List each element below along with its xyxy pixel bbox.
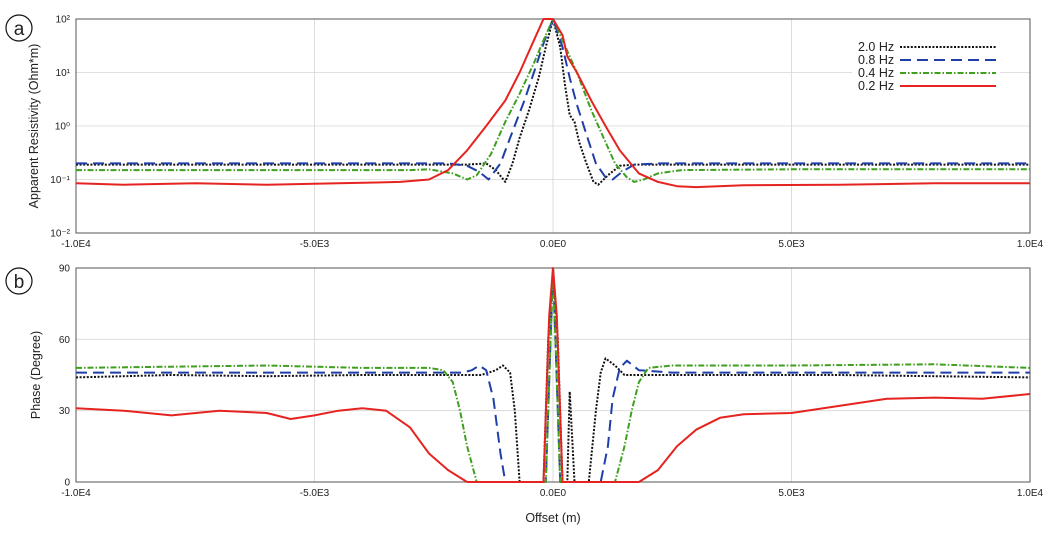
panel-a-letter: a — [14, 19, 25, 40]
panel-b-xticks: -1.0E4 -5.0E3 0.0E0 5.0E3 1.0E4 — [61, 488, 1043, 499]
y-tick-label: 10⁻¹ — [50, 175, 70, 186]
y-tick-label: 0 — [64, 478, 70, 489]
x-tick-label: 0.0E0 — [540, 239, 567, 250]
y-tick-label: 10¹ — [56, 68, 71, 79]
y-tick-label: 10⁰ — [55, 122, 70, 133]
legend-label: 0.4 Hz — [858, 66, 894, 80]
series-line-0-2-hz — [75, 267, 1031, 483]
legend-label: 0.8 Hz — [858, 53, 894, 67]
panel-a-ylabel: Apparent Resistivity (Ohm*m) — [27, 44, 41, 209]
y-tick-label: 60 — [59, 335, 71, 346]
y-tick-label: 10⁻² — [50, 229, 70, 240]
legend: 2.0 Hz 0.8 Hz 0.4 Hz 0.2 Hz — [852, 40, 1000, 94]
panel-b-ylabel: Phase (Degree) — [29, 331, 43, 419]
x-tick-label: -1.0E4 — [61, 239, 91, 250]
series-line-0-8-hz — [76, 18, 1030, 181]
series-line-0-2-hz — [75, 18, 1030, 189]
x-tick-label: -1.0E4 — [61, 488, 91, 499]
panel-b-yticks: 0 30 60 90 — [59, 264, 71, 489]
panel-a-yticks: 10⁻² 10⁻¹ 10⁰ 10¹ 10² — [50, 15, 70, 240]
x-tick-label: -5.0E3 — [300, 488, 330, 499]
x-tick-label: 1.0E4 — [1017, 488, 1044, 499]
series-line-0-4-hz — [75, 267, 1031, 483]
panel-a-badge — [5, 14, 33, 42]
panel-a-series — [75, 18, 1030, 189]
legend-item-0-2-hz: 0.2 Hz — [858, 79, 996, 93]
x-tick-label: 0.0E0 — [540, 488, 567, 499]
series-line-2-0-hz — [76, 18, 1030, 186]
panel-b: 0 30 60 90 -1.0E4 -5.0E3 0.0E0 5.0E3 1.0E4 Phas… — [5, 264, 1044, 525]
panel-a: 10⁻² 10⁻¹ 10⁰ 10¹ 10² -1.0E4 -5.0E3 0.0E0 5.0E3… — [5, 14, 1044, 250]
panel-b-series — [75, 267, 1031, 483]
x-tick-label: 5.0E3 — [778, 239, 805, 250]
x-tick-label: -5.0E3 — [300, 239, 330, 250]
legend-item-2-0-hz: 2.0 Hz — [858, 40, 996, 54]
x-tick-label: 5.0E3 — [778, 488, 805, 499]
legend-label: 2.0 Hz — [858, 40, 894, 54]
panel-b-badge — [5, 267, 33, 295]
panel-a-xticks: -1.0E4 -5.0E3 0.0E0 5.0E3 1.0E4 — [61, 239, 1043, 250]
y-tick-label: 90 — [59, 264, 71, 275]
legend-item-0-4-hz: 0.4 Hz — [858, 66, 996, 80]
y-tick-label: 10² — [56, 15, 71, 26]
legend-item-0-8-hz: 0.8 Hz — [858, 53, 996, 67]
legend-label: 0.2 Hz — [858, 79, 894, 93]
x-axis-title: Offset (m) — [525, 511, 580, 525]
y-tick-label: 30 — [59, 406, 71, 417]
x-tick-label: 1.0E4 — [1017, 239, 1044, 250]
panel-b-letter: b — [14, 272, 25, 293]
